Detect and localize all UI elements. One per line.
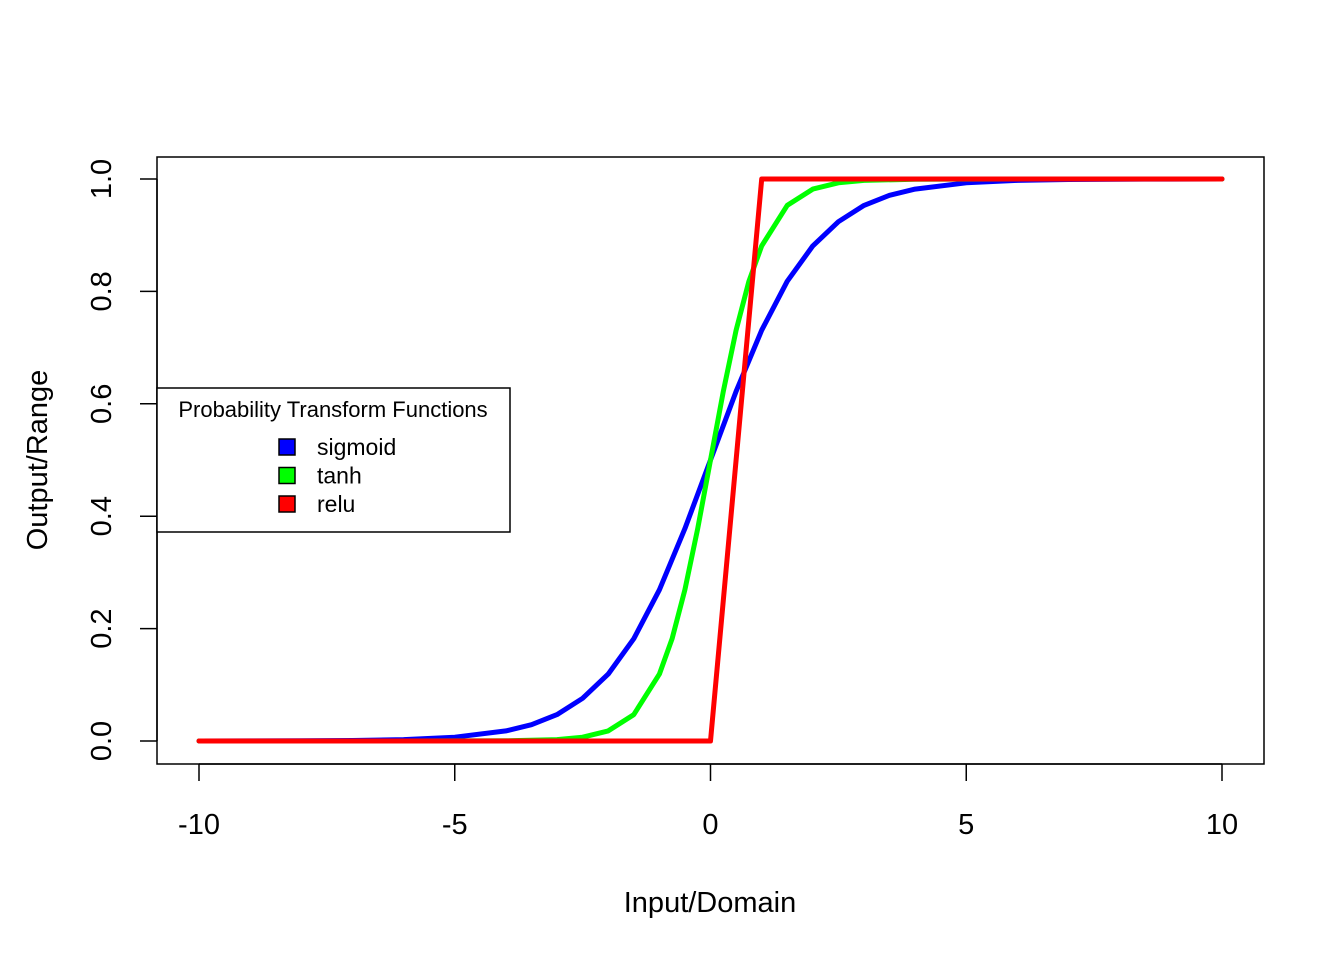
x-tick-label: 10 <box>1206 809 1238 841</box>
x-tick-label: 0 <box>702 809 718 841</box>
x-tick-label: -10 <box>178 809 220 841</box>
legend-box <box>156 387 511 533</box>
y-tick-label: 0.0 <box>86 721 118 761</box>
series-layer <box>196 176 1225 744</box>
y-axis: 0.0 0.2 0.4 0.6 0.8 1.0 <box>86 159 158 761</box>
legend-swatch-tanh <box>278 466 296 485</box>
legend-label-sigmoid: sigmoid <box>317 434 396 460</box>
legend-label-relu: relu <box>317 491 355 517</box>
legend-label-tanh: tanh <box>317 463 362 489</box>
y-tick-label: 0.6 <box>86 384 118 424</box>
y-tick-label: 1.0 <box>86 159 118 199</box>
x-tick-label: -5 <box>442 809 468 841</box>
y-tick-label: 0.2 <box>86 608 118 648</box>
y-axis-label: Output/Range <box>22 370 54 551</box>
y-tick-label: 0.4 <box>86 496 118 536</box>
series-line-relu <box>196 176 1225 744</box>
legend: Probability Transform Functions sigmoid t… <box>156 387 511 533</box>
x-axis: -10 -5 0 5 10 <box>178 763 1238 841</box>
legend-swatch-relu <box>278 495 296 513</box>
x-tick-label: 5 <box>958 809 974 841</box>
x-axis-label: Input/Domain <box>624 887 797 919</box>
y-tick-label: 0.8 <box>86 271 118 311</box>
legend-title: Probability Transform Functions <box>178 397 487 422</box>
legend-swatch-sigmoid <box>278 438 296 456</box>
